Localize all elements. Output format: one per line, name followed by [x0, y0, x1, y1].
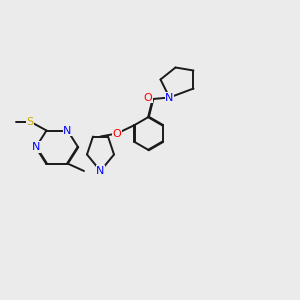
Text: N: N	[96, 166, 105, 176]
Text: S: S	[26, 116, 34, 127]
Text: O: O	[143, 92, 152, 103]
Text: N: N	[165, 92, 174, 103]
Text: O: O	[112, 128, 122, 139]
Text: N: N	[32, 142, 40, 152]
Text: N: N	[63, 125, 72, 136]
